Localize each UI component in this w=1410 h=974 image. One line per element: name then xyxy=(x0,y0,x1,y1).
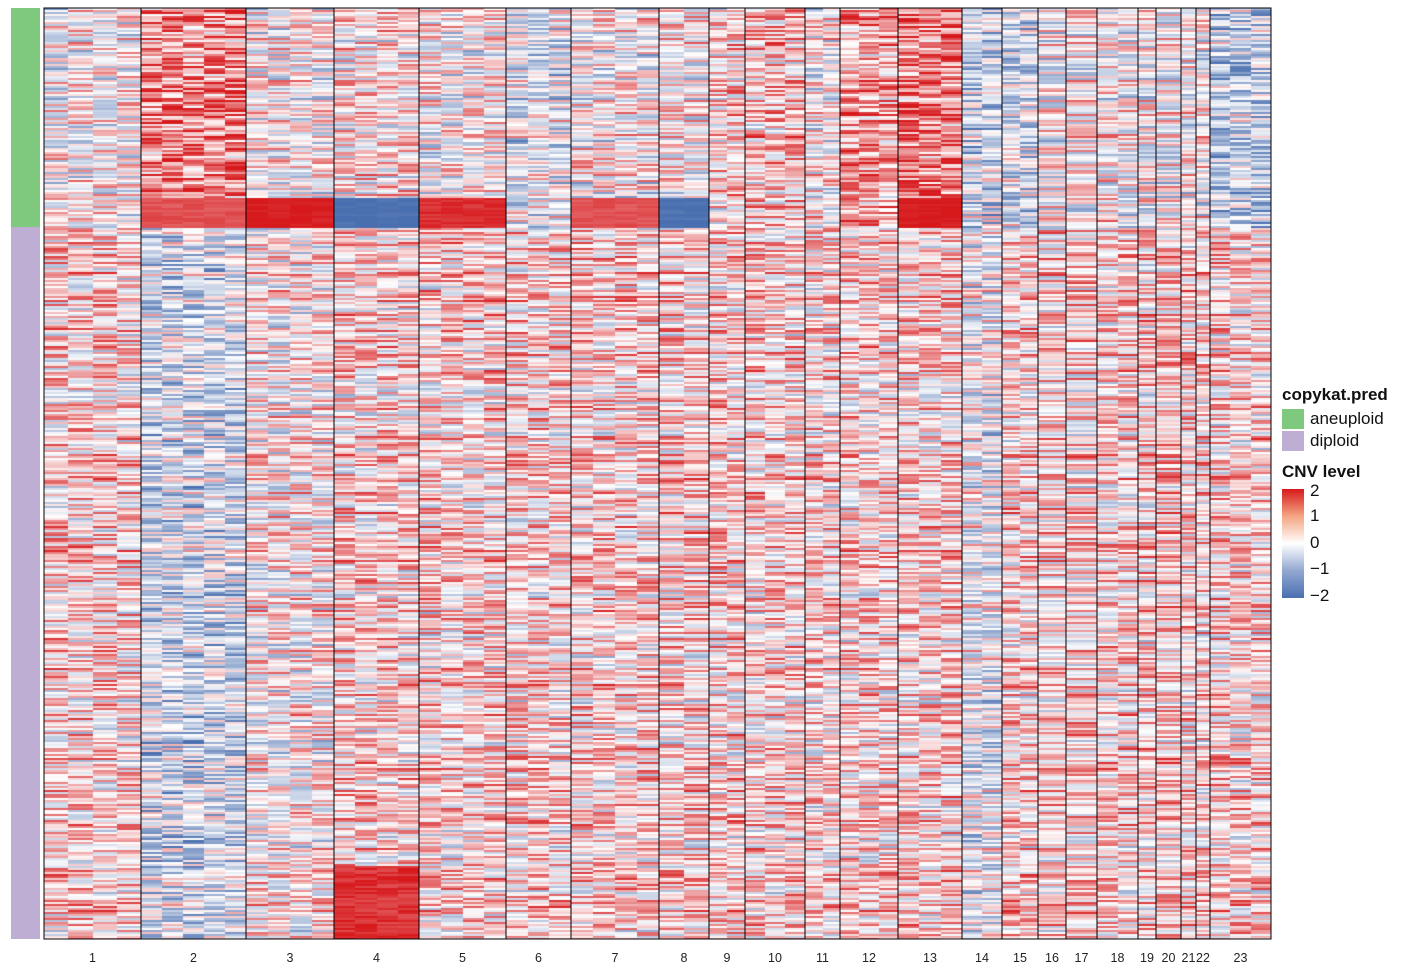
chromosome-label: 1 xyxy=(89,951,96,965)
chromosome-label: 20 xyxy=(1162,951,1176,965)
chromosome-label: 2 xyxy=(190,951,197,965)
chromosome-label: 16 xyxy=(1045,951,1059,965)
chromosome-label: 23 xyxy=(1234,951,1248,965)
legend-item-diploid: diploid xyxy=(1282,431,1359,451)
chromosome-label: 17 xyxy=(1075,951,1089,965)
chromosome-label: 7 xyxy=(612,951,619,965)
legend-item-aneuploid: aneuploid xyxy=(1282,409,1384,429)
chromosome-label: 13 xyxy=(923,951,937,965)
chromosome-label: 8 xyxy=(681,951,688,965)
chromosome-label: 12 xyxy=(862,951,876,965)
chromosome-label: 4 xyxy=(373,951,380,965)
scale-tick-label: 0 xyxy=(1310,533,1320,552)
scale-tick-label: 1 xyxy=(1310,506,1320,525)
chromosome-label: 9 xyxy=(724,951,731,965)
chromosome-label: 11 xyxy=(816,951,829,965)
legend-label-aneuploid: aneuploid xyxy=(1310,409,1384,428)
chromosome-label: 18 xyxy=(1111,951,1125,965)
scale-tick-label: 2 xyxy=(1310,481,1320,500)
chromosome-label: 10 xyxy=(768,951,782,965)
chromosome-label: 6 xyxy=(535,951,542,965)
scale-tick-label: −1 xyxy=(1310,559,1330,578)
chromosome-label: 15 xyxy=(1013,951,1027,965)
heatmap-border xyxy=(43,7,1272,940)
chromosome-label: 21 xyxy=(1182,951,1196,965)
annotation-diploid xyxy=(11,227,40,939)
legend-group-title: copykat.pred xyxy=(1282,385,1388,404)
legend-label-diploid: diploid xyxy=(1310,431,1360,450)
annotation-aneuploid xyxy=(11,8,40,227)
aneuploid-swatch xyxy=(1282,409,1304,429)
chromosome-label: 22 xyxy=(1196,951,1210,965)
scale-tick-label: −2 xyxy=(1310,586,1330,605)
chromosome-label: 14 xyxy=(975,951,989,965)
legend-scale-title: CNV level xyxy=(1282,462,1361,481)
chromosome-label: 19 xyxy=(1140,951,1154,965)
chromosome-label: 5 xyxy=(459,951,466,965)
chromosome-label: 3 xyxy=(287,951,294,965)
diploid-swatch xyxy=(1282,431,1304,451)
cnv-color-bar xyxy=(1282,489,1304,598)
